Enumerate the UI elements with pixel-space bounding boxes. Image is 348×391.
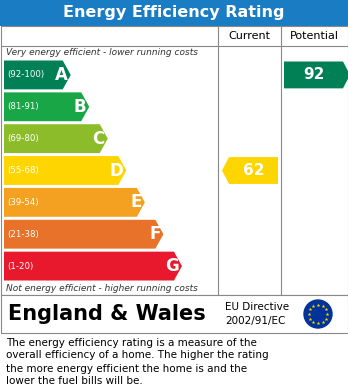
Text: C: C	[93, 130, 105, 148]
Bar	[0, 0, 348, 26]
Text: Current: Current	[229, 31, 270, 41]
Text: E: E	[130, 194, 142, 212]
Text: (21-38): (21-38)	[7, 230, 39, 239]
Text: 62: 62	[243, 163, 264, 178]
Polygon shape	[222, 157, 278, 184]
Text: England & Wales: England & Wales	[8, 304, 206, 324]
Text: (81-91): (81-91)	[7, 102, 39, 111]
Polygon shape	[4, 252, 182, 280]
Polygon shape	[4, 188, 145, 217]
Text: (1-20): (1-20)	[7, 262, 33, 271]
Text: D: D	[110, 161, 123, 179]
Bar	[0, 26, 348, 295]
Polygon shape	[4, 92, 89, 121]
Text: G: G	[165, 257, 179, 275]
Text: EU Directive
2002/91/EC: EU Directive 2002/91/EC	[225, 302, 289, 326]
Circle shape	[304, 300, 332, 328]
Text: 92: 92	[303, 67, 324, 83]
Polygon shape	[4, 124, 108, 153]
Polygon shape	[4, 156, 126, 185]
Polygon shape	[4, 220, 164, 249]
Text: Very energy efficient - lower running costs: Very energy efficient - lower running co…	[6, 48, 198, 57]
Polygon shape	[4, 61, 71, 90]
Text: (55-68): (55-68)	[7, 166, 39, 175]
Text: (92-100): (92-100)	[7, 70, 44, 79]
Bar	[0, 295, 348, 333]
Text: Energy Efficiency Rating: Energy Efficiency Rating	[63, 5, 285, 20]
Polygon shape	[284, 61, 348, 88]
Text: B: B	[74, 98, 86, 116]
Text: the more energy efficient the home is and the: the more energy efficient the home is an…	[6, 364, 247, 373]
Text: F: F	[149, 225, 160, 243]
Text: The energy efficiency rating is a measure of the: The energy efficiency rating is a measur…	[6, 337, 257, 348]
Text: (39-54): (39-54)	[7, 198, 39, 207]
Text: Potential: Potential	[290, 31, 339, 41]
Text: lower the fuel bills will be.: lower the fuel bills will be.	[6, 377, 143, 386]
Text: A: A	[55, 66, 68, 84]
Text: (69-80): (69-80)	[7, 134, 39, 143]
Text: overall efficiency of a home. The higher the rating: overall efficiency of a home. The higher…	[6, 350, 269, 361]
Text: Not energy efficient - higher running costs: Not energy efficient - higher running co…	[6, 284, 198, 293]
